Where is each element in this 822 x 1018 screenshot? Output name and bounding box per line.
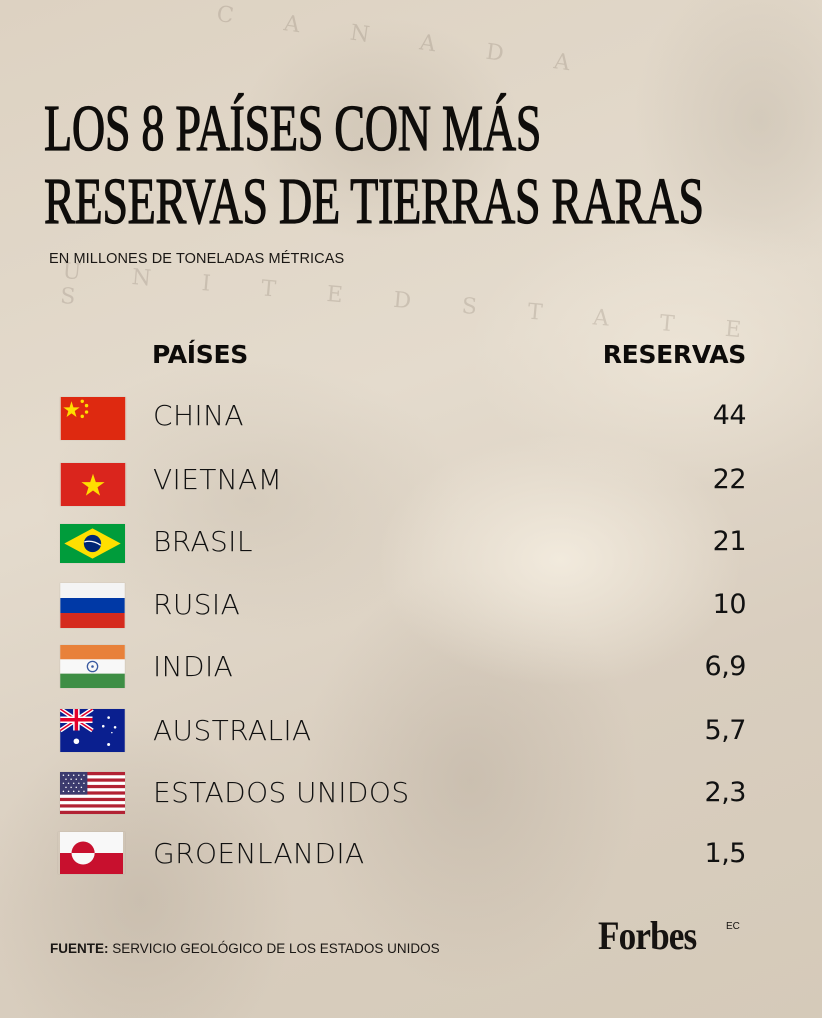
reserve-value: 2,3	[704, 777, 747, 808]
australia-flag-icon	[60, 709, 125, 752]
table-row: RUSIA 10	[0, 583, 822, 629]
country-name: AUSTRALIA	[153, 714, 312, 747]
russia-flag-icon	[60, 583, 125, 628]
table-row: GROENLANDIA 1,5	[0, 832, 822, 878]
reserve-value: 6,9	[704, 651, 747, 682]
india-flag-icon	[60, 645, 125, 688]
table-row: BRASIL 21	[0, 524, 822, 570]
column-header-reserves: RESERVAS	[602, 340, 747, 369]
reserve-value: 44	[712, 400, 747, 431]
country-name: ESTADOS UNIDOS	[153, 776, 410, 809]
table-row: AUSTRALIA 5,7	[0, 709, 822, 755]
table-row: ESTADOS UNIDOS 2,3	[0, 772, 822, 818]
page-title: LOS 8 PAÍSES CON MÁS RESERVAS DE TIERRAS…	[44, 91, 705, 238]
china-flag-icon	[60, 397, 126, 440]
reserve-value: 21	[712, 526, 747, 557]
usa-flag-icon	[60, 772, 125, 814]
reserve-value: 10	[712, 589, 747, 620]
title-line-1: LOS 8 PAÍSES CON MÁS	[44, 91, 542, 165]
subtitle: EN MILLONES DE TONELADAS MÉTRICAS	[49, 251, 345, 267]
country-name: GROENLANDIA	[153, 837, 365, 870]
reserve-value: 1,5	[704, 838, 747, 869]
source-text: SERVICIO GEOLÓGICO DE LOS ESTADOS UNIDOS	[108, 941, 440, 956]
country-name: CHINA	[153, 399, 244, 432]
forbes-logo-suffix: EC	[726, 921, 740, 932]
table-row: VIETNAM 22	[0, 463, 822, 509]
country-name: RUSIA	[153, 588, 241, 621]
greenland-flag-icon	[58, 832, 125, 874]
vietnam-flag-icon	[60, 463, 126, 506]
country-name: INDIA	[153, 650, 234, 683]
title-line-2: RESERVAS DE TIERRAS RARAS	[44, 164, 705, 238]
reserve-value: 5,7	[704, 715, 747, 746]
brazil-flag-icon	[60, 524, 125, 563]
source-note: FUENTE: SERVICIO GEOLÓGICO DE LOS ESTADO…	[50, 941, 440, 956]
reserve-value: 22	[712, 464, 747, 495]
table-row: INDIA 6,9	[0, 645, 822, 691]
table-row: CHINA 44	[0, 397, 822, 443]
source-label: FUENTE:	[50, 941, 109, 956]
column-header-countries: PAÍSES	[152, 340, 248, 369]
country-name: VIETNAM	[153, 463, 283, 496]
forbes-logo: Forbes	[598, 913, 697, 958]
country-name: BRASIL	[153, 525, 253, 558]
